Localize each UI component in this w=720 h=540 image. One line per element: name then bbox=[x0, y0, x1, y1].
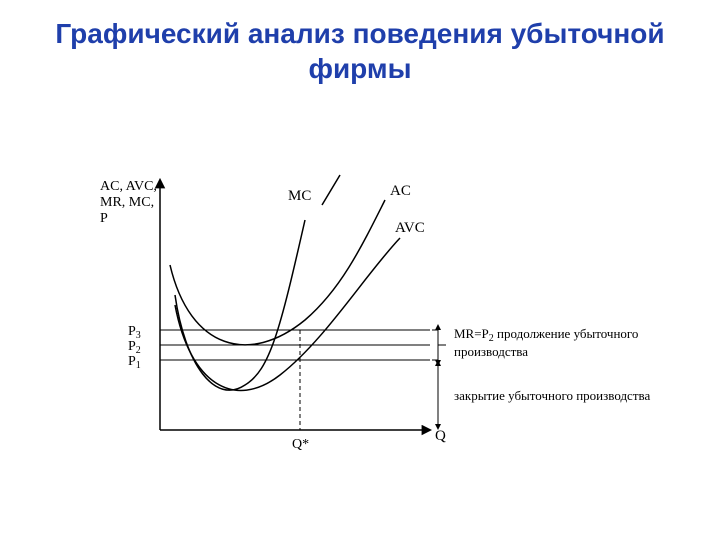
label-mc: MC bbox=[288, 188, 311, 204]
curve-mc bbox=[175, 220, 305, 390]
label-ac: AC bbox=[390, 183, 411, 199]
curve-mc-extra bbox=[322, 175, 340, 205]
economics-chart: AC, AVC, MR, MC, P Q P3 P2 P1 Q* MC bbox=[70, 160, 670, 480]
slide-title: Графический анализ поведения убыточной ф… bbox=[0, 16, 720, 86]
curve-avc bbox=[175, 238, 400, 390]
bracket-shutdown bbox=[435, 360, 441, 430]
q-star-label: Q* bbox=[292, 437, 309, 452]
y-axis-label: AC, AVC, MR, MC, P bbox=[100, 179, 160, 226]
x-axis-label: Q bbox=[435, 428, 446, 444]
bracket-continue bbox=[432, 324, 446, 366]
annotation-shutdown: закрытие убыточного производства bbox=[454, 388, 650, 403]
curve-ac bbox=[170, 200, 385, 345]
price-label-p1: P1 bbox=[128, 354, 141, 371]
annotation-continue: MR=P2 продолжение убыточного производств… bbox=[454, 326, 642, 359]
label-avc: AVC bbox=[395, 220, 425, 236]
